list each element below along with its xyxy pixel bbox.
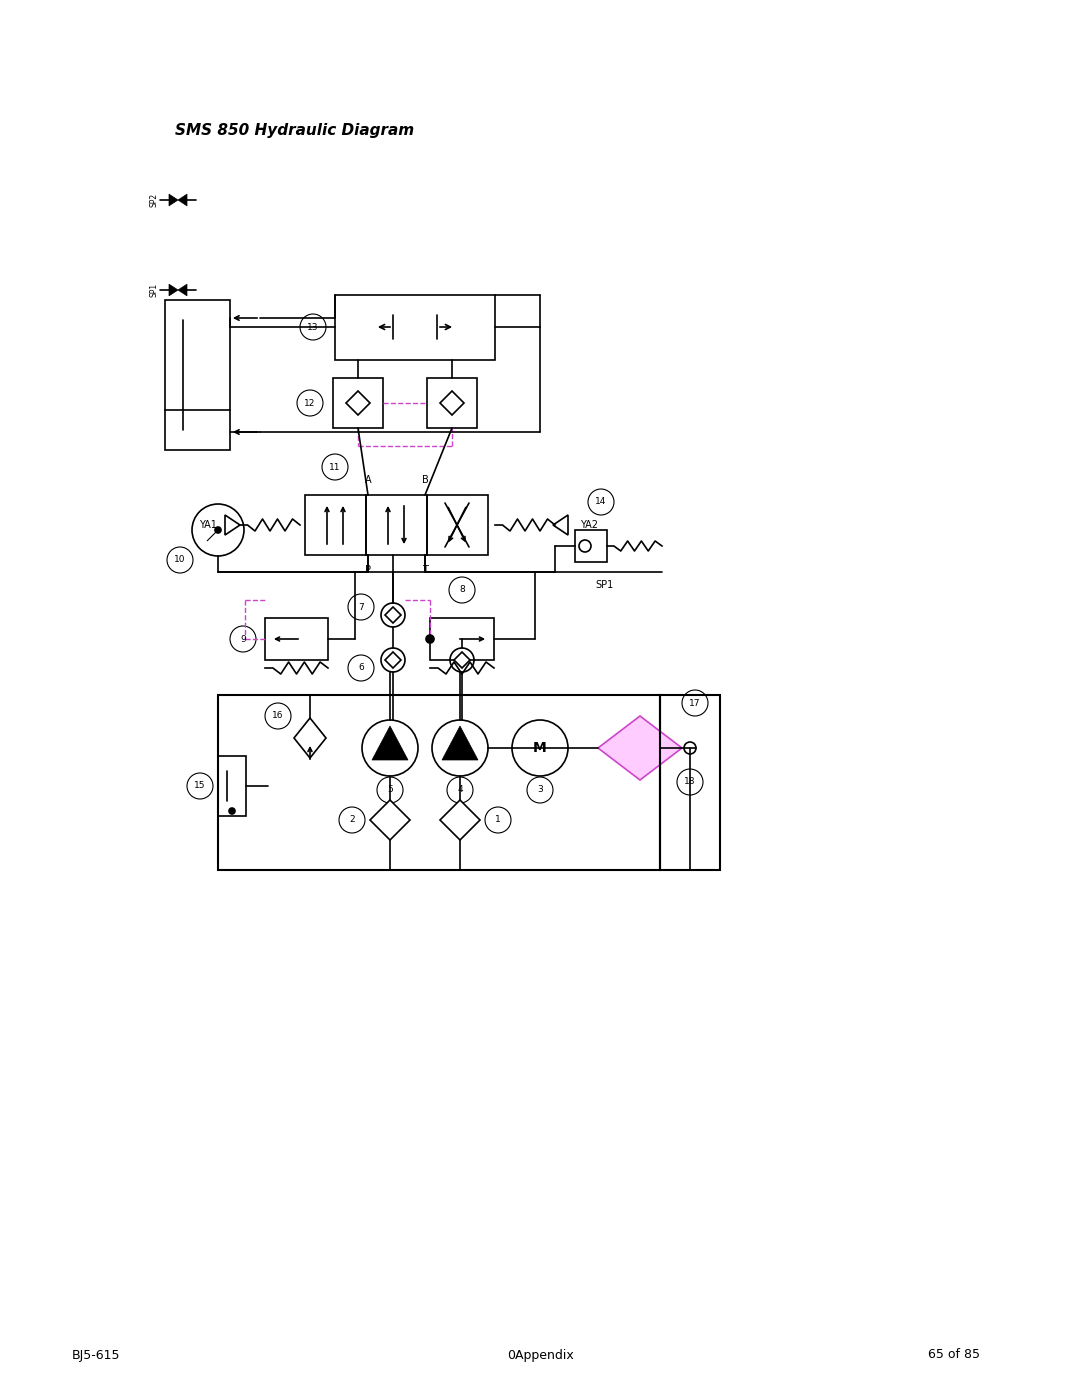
Circle shape — [677, 768, 703, 795]
Text: 11: 11 — [329, 462, 341, 472]
Text: 8: 8 — [459, 585, 464, 595]
Bar — [366, 495, 427, 555]
Bar — [575, 529, 607, 562]
Text: YA1: YA1 — [199, 520, 217, 529]
Text: T: T — [422, 564, 428, 576]
Circle shape — [485, 807, 511, 833]
Text: SP1: SP1 — [596, 580, 615, 590]
Circle shape — [348, 655, 374, 680]
Circle shape — [449, 577, 475, 604]
Text: 15: 15 — [194, 781, 206, 791]
Polygon shape — [168, 194, 178, 205]
Polygon shape — [598, 717, 681, 780]
Polygon shape — [442, 726, 478, 760]
Circle shape — [167, 548, 193, 573]
Text: 9: 9 — [240, 634, 246, 644]
Circle shape — [348, 594, 374, 620]
Text: M: M — [534, 740, 546, 754]
Bar — [427, 495, 488, 555]
Text: SP1: SP1 — [149, 284, 158, 298]
Circle shape — [322, 454, 348, 481]
Text: 1: 1 — [495, 816, 501, 824]
Polygon shape — [384, 608, 401, 623]
Text: 17: 17 — [689, 698, 701, 707]
Text: 0Appendix: 0Appendix — [507, 1348, 573, 1362]
Circle shape — [265, 703, 291, 729]
Polygon shape — [440, 800, 480, 840]
Text: 7: 7 — [359, 602, 364, 612]
Circle shape — [229, 807, 235, 814]
Text: 6: 6 — [359, 664, 364, 672]
Circle shape — [377, 777, 403, 803]
Bar — [430, 617, 494, 659]
Polygon shape — [440, 391, 464, 415]
Text: 4: 4 — [457, 785, 463, 795]
Text: 13: 13 — [307, 323, 319, 331]
Polygon shape — [370, 800, 410, 840]
Text: 18: 18 — [685, 778, 696, 787]
Text: A: A — [365, 475, 372, 485]
Text: P: P — [365, 564, 372, 576]
Text: 65 of 85: 65 of 85 — [928, 1348, 980, 1362]
Bar — [333, 379, 383, 427]
Circle shape — [339, 807, 365, 833]
Polygon shape — [454, 652, 470, 668]
Text: B: B — [421, 475, 429, 485]
Circle shape — [588, 489, 615, 515]
Circle shape — [230, 626, 256, 652]
Text: 5: 5 — [387, 785, 393, 795]
Text: 2: 2 — [349, 816, 355, 824]
Bar — [660, 694, 720, 870]
Polygon shape — [178, 284, 187, 296]
Circle shape — [215, 527, 221, 534]
Circle shape — [187, 773, 213, 799]
Circle shape — [426, 636, 434, 643]
Polygon shape — [346, 391, 370, 415]
Bar — [218, 756, 246, 816]
Bar — [305, 495, 366, 555]
Circle shape — [297, 390, 323, 416]
Text: 10: 10 — [174, 556, 186, 564]
Polygon shape — [384, 652, 401, 668]
Bar — [265, 617, 328, 659]
Polygon shape — [372, 726, 408, 760]
Circle shape — [300, 314, 326, 339]
Text: SP2: SP2 — [149, 193, 158, 207]
Text: 12: 12 — [305, 398, 315, 408]
Circle shape — [681, 690, 708, 717]
Text: 14: 14 — [595, 497, 607, 507]
Bar — [427, 379, 477, 427]
Text: SMS 850 Hydraulic Diagram: SMS 850 Hydraulic Diagram — [175, 123, 414, 137]
Polygon shape — [294, 718, 326, 759]
Text: BJ5-615: BJ5-615 — [72, 1348, 121, 1362]
Circle shape — [527, 777, 553, 803]
Bar — [218, 694, 660, 870]
Polygon shape — [178, 194, 187, 205]
Bar — [165, 300, 230, 450]
Text: YA2: YA2 — [580, 520, 598, 529]
Polygon shape — [168, 284, 178, 296]
Circle shape — [447, 777, 473, 803]
Bar — [335, 295, 495, 360]
Text: 3: 3 — [537, 785, 543, 795]
Text: 16: 16 — [272, 711, 284, 721]
